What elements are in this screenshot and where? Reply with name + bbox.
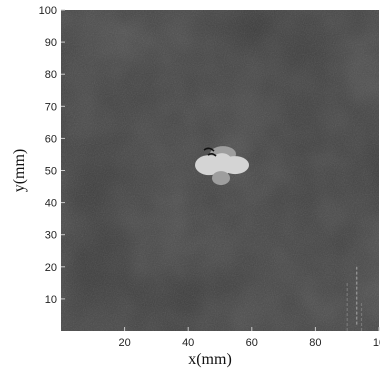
x-axis-ticks: 20 40 60 80 10 bbox=[118, 327, 380, 349]
y-tick-label: 100 bbox=[39, 5, 57, 17]
x-tick-label: 40 bbox=[182, 337, 194, 349]
defect-lobe-bottom bbox=[212, 171, 230, 186]
y-axis-ticks: 10 20 30 40 50 60 70 80 90 100 bbox=[39, 5, 65, 306]
x-axis-label: x(mm) bbox=[188, 351, 232, 368]
y-tick-label: 50 bbox=[45, 166, 57, 178]
edge-streaks bbox=[346, 266, 363, 331]
y-tick-label: 20 bbox=[45, 262, 57, 274]
crack-mark bbox=[203, 147, 217, 157]
x-tick-label: 20 bbox=[118, 337, 130, 349]
y-tick-label: 40 bbox=[45, 198, 57, 210]
defect-core bbox=[211, 153, 233, 176]
y-tick-label: 90 bbox=[45, 37, 57, 49]
y-axis-label: y(mm) bbox=[11, 149, 28, 193]
x-tick-label: 10 bbox=[373, 337, 380, 349]
x-tick-label: 80 bbox=[309, 337, 321, 349]
x-tick-label: 60 bbox=[246, 337, 258, 349]
y-tick-label: 10 bbox=[45, 294, 57, 306]
plot-area bbox=[61, 10, 379, 331]
y-tick-label: 70 bbox=[45, 101, 57, 113]
y-tick-label: 60 bbox=[45, 133, 57, 145]
y-tick-label: 80 bbox=[45, 69, 57, 81]
y-tick-label: 30 bbox=[45, 230, 57, 242]
central-defect bbox=[195, 146, 249, 186]
